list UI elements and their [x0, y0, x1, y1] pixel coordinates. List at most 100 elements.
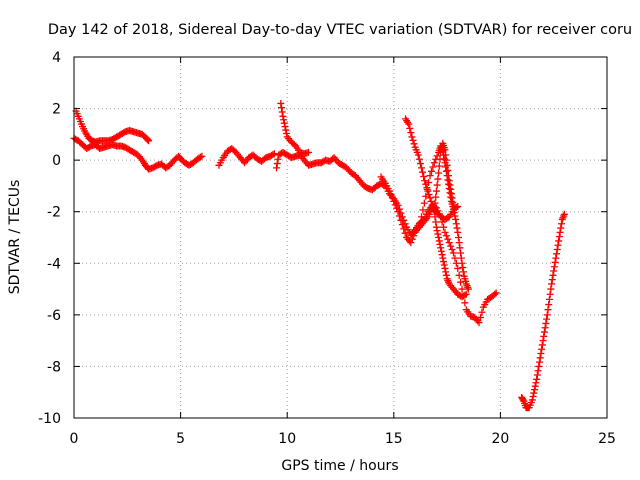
data-point [391, 201, 399, 209]
data-point [449, 203, 457, 211]
data-point [434, 230, 442, 238]
x-tick-label: 25 [598, 431, 616, 447]
data-point [459, 264, 467, 272]
data-point [458, 259, 466, 267]
data-point [406, 124, 414, 132]
data-point [273, 164, 281, 172]
data-point [427, 197, 435, 205]
data-point [491, 290, 499, 298]
data-point [548, 276, 556, 284]
data-point [409, 136, 417, 144]
data-point [448, 194, 456, 202]
data-point [431, 199, 439, 207]
data-point [445, 180, 453, 188]
data-point [547, 285, 555, 293]
data-point [545, 295, 553, 303]
data-point [548, 280, 556, 288]
data-point [429, 163, 437, 171]
data-point [535, 362, 543, 370]
data-point [541, 324, 549, 332]
data-point [560, 210, 568, 218]
data-point [448, 246, 456, 254]
data-point [437, 148, 445, 156]
data-point [542, 319, 550, 327]
data-point [556, 228, 564, 236]
data-point [398, 221, 406, 229]
data-point [435, 234, 443, 241]
data-point [421, 177, 429, 185]
data-point [441, 228, 449, 236]
data-point [553, 250, 561, 258]
data-point [538, 341, 546, 349]
data-point [435, 169, 443, 177]
data-point [414, 151, 422, 159]
data-point [545, 301, 553, 309]
data-point [282, 129, 290, 137]
data-point [437, 247, 445, 255]
data-point [550, 263, 558, 271]
data-point [552, 254, 560, 262]
data-point [444, 235, 452, 243]
data-point [425, 191, 433, 199]
data-point [457, 254, 465, 262]
data-point [274, 155, 282, 163]
data-point [533, 375, 541, 383]
data-point [388, 194, 396, 202]
data-point [456, 244, 464, 252]
y-axis-label: SDTVAR / TECUs [7, 180, 23, 295]
data-point [435, 162, 443, 170]
data-point [432, 193, 440, 201]
y-tick-label: -6 [47, 308, 61, 324]
data-point [531, 386, 539, 394]
data-point [529, 393, 537, 401]
plot-frame [73, 56, 608, 419]
data-point [553, 246, 561, 254]
data-point [540, 332, 548, 340]
data-point [441, 146, 449, 154]
data-point [530, 389, 538, 397]
data-point [422, 192, 430, 200]
data-point [436, 155, 444, 163]
y-axis-ticks: -10 -8 -6 -4 -2 0 2 4 [38, 50, 607, 427]
x-axis-ticks: 0 5 10 15 20 25 [70, 57, 616, 447]
data-point [531, 382, 539, 390]
data-point [462, 290, 470, 298]
data-point [439, 254, 447, 262]
data-point [450, 209, 458, 217]
data-point [425, 178, 433, 186]
data-point [437, 244, 445, 252]
data-point [451, 254, 459, 262]
data-point [459, 268, 467, 276]
data-point [430, 205, 438, 213]
data-point [442, 151, 450, 159]
data-point [442, 232, 450, 240]
data-point [429, 204, 437, 212]
data-point [145, 137, 153, 145]
data-point [536, 354, 544, 362]
data-point [440, 258, 448, 266]
data-point [461, 299, 469, 307]
data-point [408, 235, 416, 243]
data-point [543, 315, 551, 323]
data-point [305, 148, 313, 156]
data-point [446, 189, 454, 197]
data-point [446, 181, 454, 189]
data-point [278, 108, 286, 116]
x-tick-label: 5 [176, 431, 185, 447]
data-point [420, 172, 428, 180]
data-point [401, 229, 409, 237]
data-point [442, 268, 450, 276]
data-point [426, 172, 434, 180]
data-point [390, 197, 398, 205]
data-point [544, 306, 552, 314]
data-point [447, 185, 455, 193]
data-point [445, 185, 453, 193]
data-point [445, 239, 453, 247]
data-point [419, 206, 427, 214]
data-point [407, 129, 415, 137]
data-point [410, 140, 418, 148]
data-point [400, 225, 408, 233]
data-point [449, 249, 457, 257]
data-point [434, 175, 442, 183]
